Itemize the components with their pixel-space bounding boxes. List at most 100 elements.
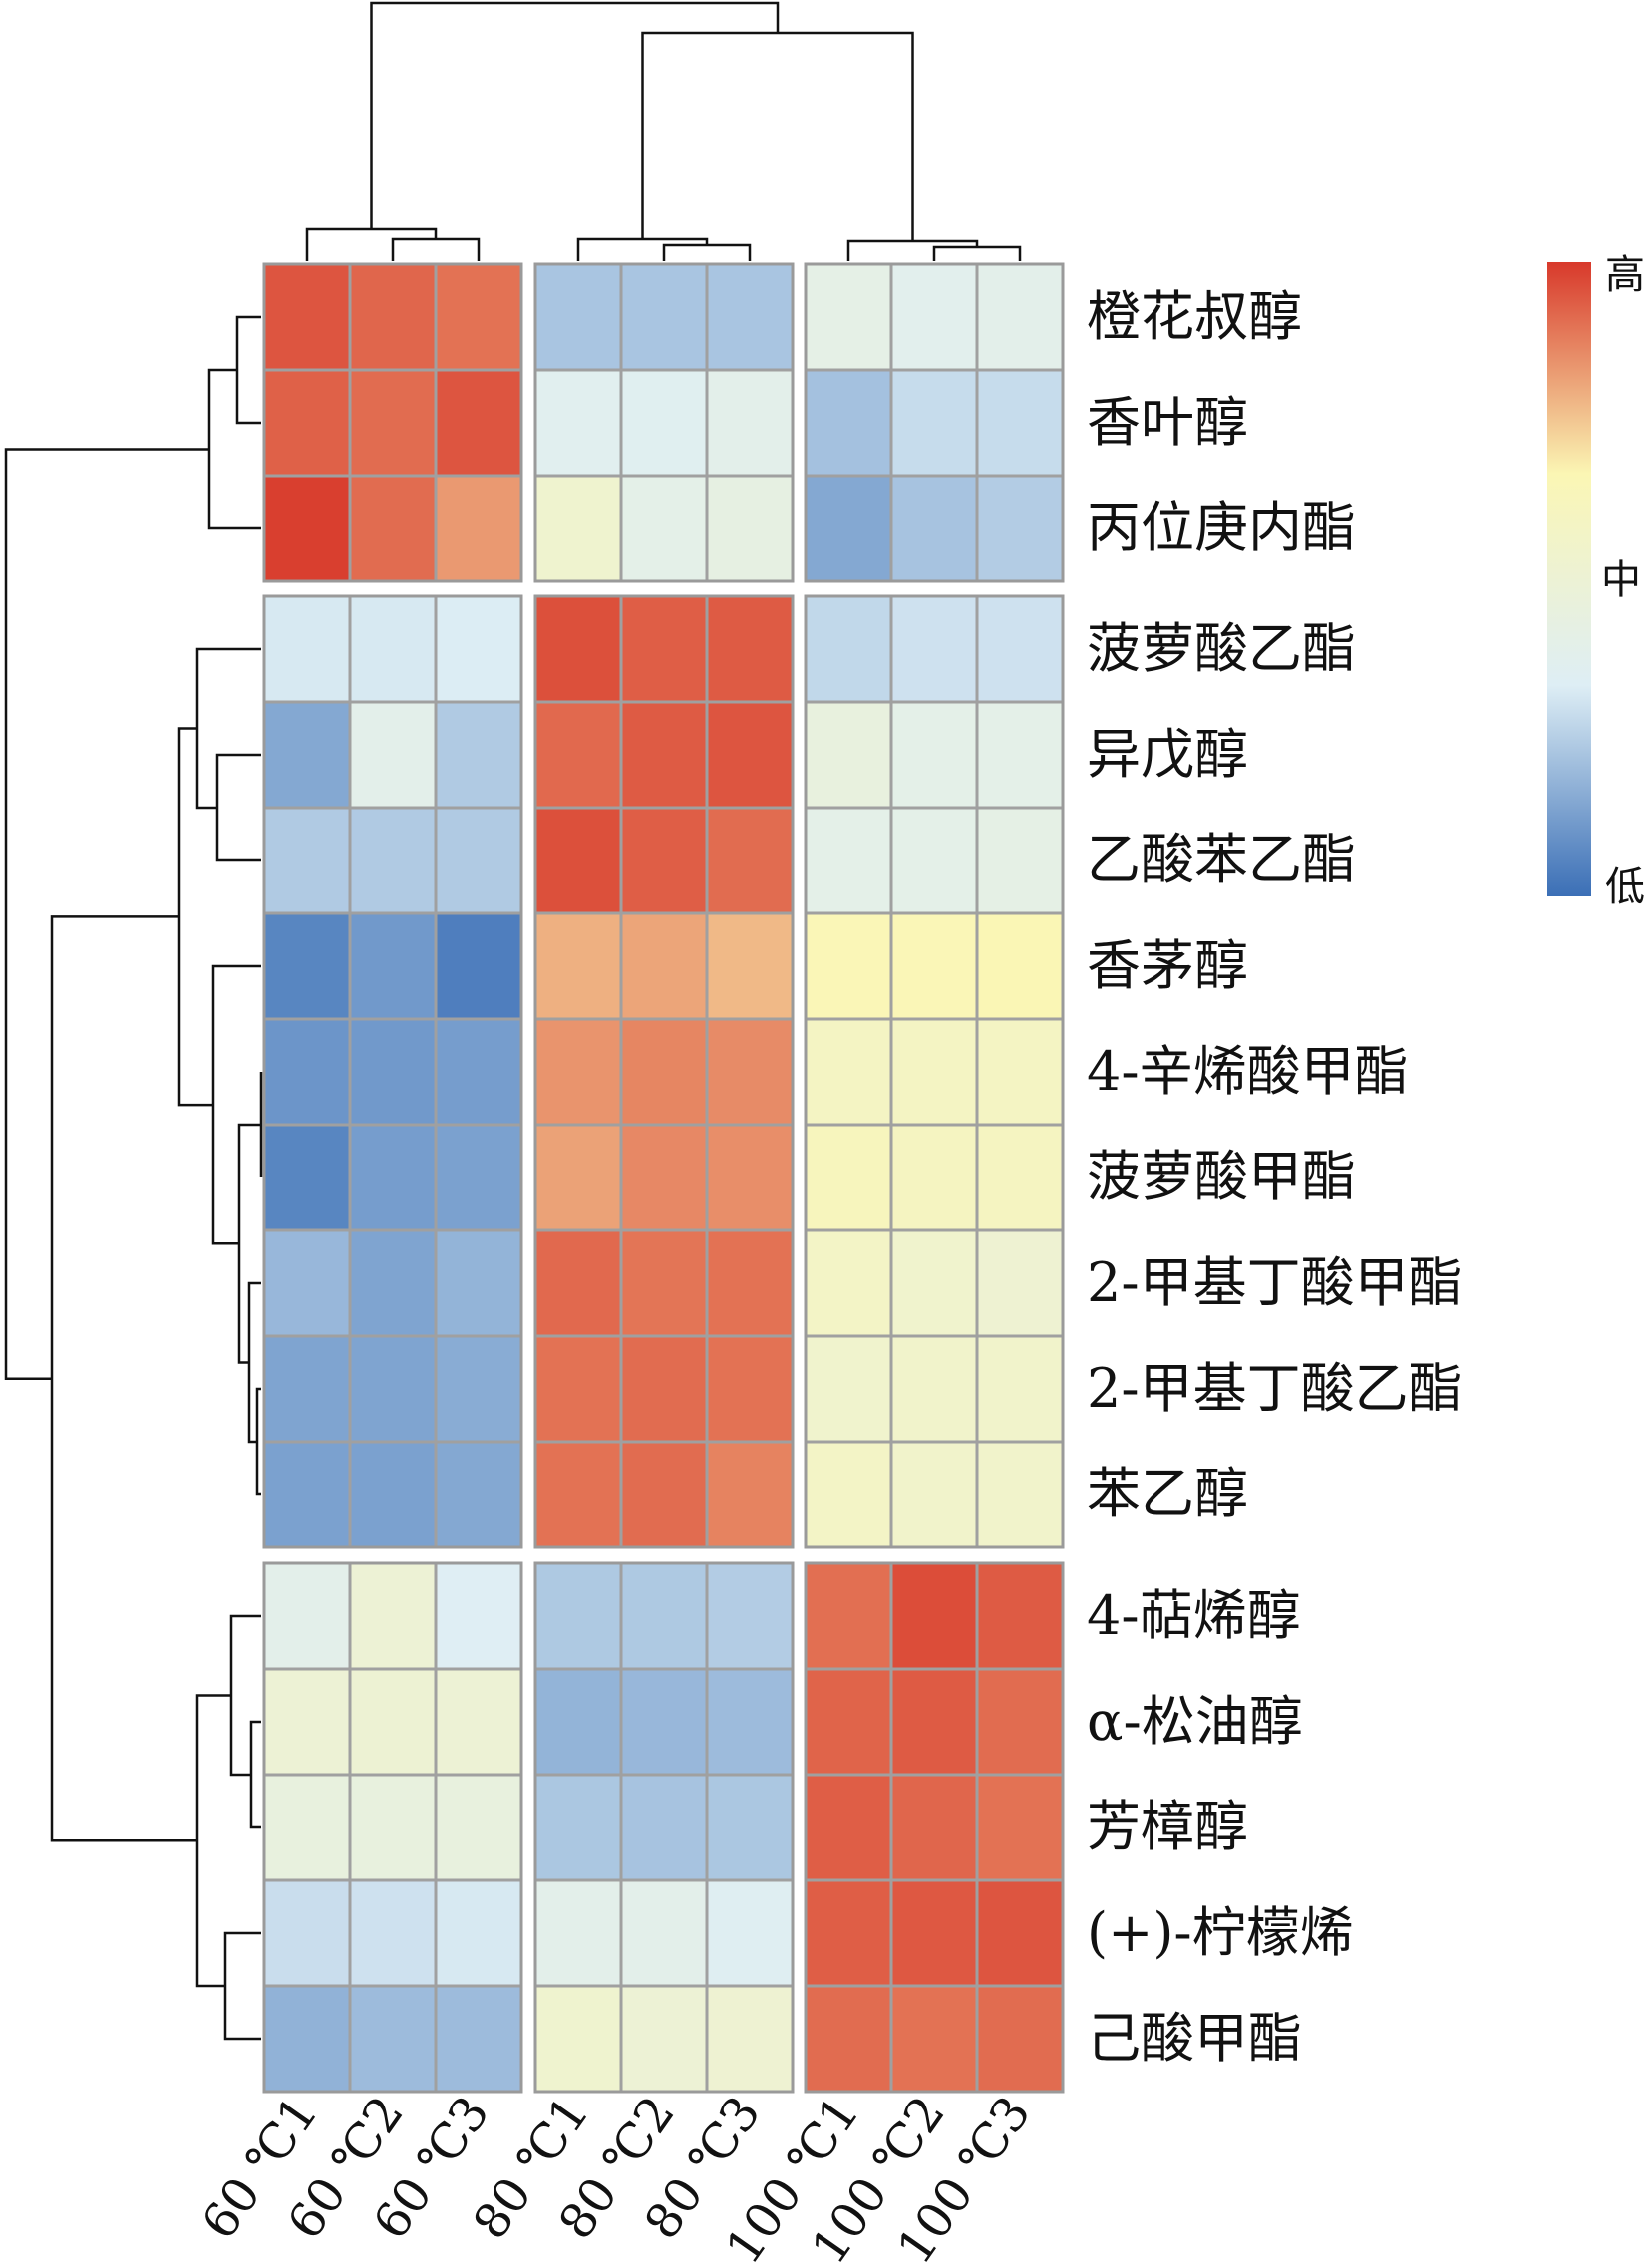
heatmap-cell [348, 594, 438, 704]
heatmap-cell [262, 1773, 352, 1882]
row-dendrogram-link [249, 1720, 261, 1829]
heatmap-cell [348, 1334, 438, 1444]
color-legend: 高 中 低 [1547, 252, 1645, 910]
row-label: 2-甲基丁酸甲酯 [1087, 1251, 1463, 1314]
heatmap-cell [889, 700, 979, 810]
heatmap-cell [804, 1017, 893, 1127]
heatmap-cell [705, 1984, 795, 2094]
heatmap-cell [262, 262, 352, 372]
heatmap-block [262, 1561, 523, 2094]
heatmap-cell [705, 262, 795, 372]
heatmap-cell [889, 1667, 979, 1777]
heatmap-cell [434, 594, 523, 704]
heatmap-cell [975, 1561, 1065, 1671]
row-dendrogram-link [255, 1387, 261, 1496]
heatmap-cell [889, 1017, 979, 1127]
heatmap-cell [262, 1667, 352, 1777]
heatmap-cell [619, 1440, 709, 1549]
heatmap-cell [348, 368, 438, 478]
heatmap-cell [975, 1228, 1065, 1338]
heatmap-block [533, 262, 795, 583]
heatmap-block [804, 1561, 1065, 2094]
heatmap-cell [889, 1440, 979, 1549]
heatmap-cell [705, 1017, 795, 1127]
heatmap-cell [889, 1773, 979, 1882]
row-label: 己酸甲酯 [1087, 2007, 1302, 2070]
heatmap-cell [975, 1017, 1065, 1127]
heatmap-cell [348, 474, 438, 583]
heatmap-cell [804, 1123, 893, 1232]
heatmap-cell [889, 1123, 979, 1232]
heatmap-cell [348, 1440, 438, 1549]
heatmap-cell [705, 594, 795, 704]
heatmap-cell [262, 806, 352, 915]
heatmap-cell [434, 911, 523, 1021]
heatmap-cell [262, 1334, 352, 1444]
heatmap-cell [619, 700, 709, 810]
heatmap-cell [533, 1123, 623, 1232]
heatmap-cell [619, 1561, 709, 1671]
heatmap-cell [434, 700, 523, 810]
heatmap-cell [705, 911, 795, 1021]
heatmap-cell [975, 594, 1065, 704]
heatmap-cell [619, 368, 709, 478]
heatmap-cell [804, 368, 893, 478]
heatmap-cell [262, 1228, 352, 1338]
heatmap-cell [705, 1334, 795, 1444]
heatmap-block [533, 1561, 795, 2094]
row-label: (+)-柠檬烯 [1087, 1901, 1354, 1964]
heatmap-cell [434, 1984, 523, 2094]
heatmap-cell [262, 1123, 352, 1232]
heatmap-cell [975, 1334, 1065, 1444]
heatmap-cell [619, 1017, 709, 1127]
heatmap-cell [804, 262, 893, 372]
heatmap-cell [434, 1878, 523, 1988]
block-borders [262, 262, 1065, 2094]
heatmap-cell [889, 1228, 979, 1338]
heatmap-cell [804, 474, 893, 583]
heatmap-cell [348, 262, 438, 372]
heatmap-cell [348, 1017, 438, 1127]
heatmap-cell [533, 1334, 623, 1444]
heatmap-cell [619, 1984, 709, 2094]
heatmap-cell [889, 262, 979, 372]
heatmap-cell [533, 1440, 623, 1549]
heatmap-cell [705, 1561, 795, 1671]
heatmap-cell [434, 806, 523, 915]
heatmap-cell [533, 1667, 623, 1777]
heatmap-cell [619, 1123, 709, 1232]
heatmap-cell [889, 1984, 979, 2094]
heatmap-cell [619, 1773, 709, 1882]
heatmap-block [262, 262, 523, 583]
heatmap-cell [705, 474, 795, 583]
heatmap-cell [975, 262, 1065, 372]
heatmap-cell [705, 1228, 795, 1338]
heatmap-cell [975, 806, 1065, 915]
heatmap-cell [434, 1334, 523, 1444]
heatmap-cell [533, 806, 623, 915]
column-dendrogram-link [305, 227, 438, 261]
heatmap-cell [889, 911, 979, 1021]
row-label: 4-辛烯酸甲酯 [1087, 1040, 1409, 1103]
heatmap-cell [348, 1561, 438, 1671]
heatmap-cells [262, 262, 1065, 2094]
heatmap-cell [533, 262, 623, 372]
heatmap-cell [434, 1561, 523, 1671]
legend-high-label: 高 [1605, 252, 1645, 298]
heatmap-cell [975, 1878, 1065, 1988]
heatmap-cell [705, 1440, 795, 1549]
heatmap-cell [434, 1123, 523, 1232]
row-dendrogram-link [4, 448, 209, 1381]
heatmap-cell [705, 368, 795, 478]
legend-mid-label: 中 [1601, 557, 1641, 603]
row-label: 乙酸苯乙酯 [1087, 828, 1356, 891]
row-label: 芳樟醇 [1087, 1795, 1248, 1858]
row-dendrogram-link [50, 915, 197, 1842]
row-label: 菠萝酸乙酯 [1087, 617, 1356, 680]
heatmap-cell [705, 1123, 795, 1232]
heatmap-cell [804, 594, 893, 704]
heatmap-cell [348, 1773, 438, 1882]
column-dendrogram-link [846, 239, 979, 261]
